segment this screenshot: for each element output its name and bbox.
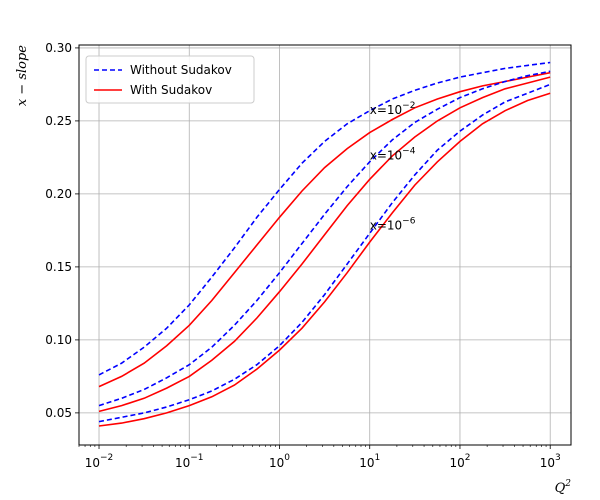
x-tick-base: 10 [175,456,190,470]
x-axis-title: Q2 [555,479,572,496]
curve-annotation: x=10−2 [370,101,416,117]
y-tick-label: 0.05 [45,406,72,420]
annotation-prefix: x=10 [370,103,402,117]
x-tick-exp: 1 [375,453,381,463]
x-tick-base: 10 [85,456,100,470]
x-axis-title-sup: 2 [564,479,571,489]
annotation-exp: −6 [402,217,416,227]
annotation-prefix: x=10 [370,148,402,162]
legend: Without Sudakov With Sudakov [85,55,255,104]
x-tick-label: 10−1 [175,453,204,470]
x-tick-label: 102 [449,453,470,470]
x-tick-base: 10 [540,456,555,470]
series-group [98,61,551,427]
plot-frame [78,44,572,446]
x-tick-label: 10−2 [85,453,114,470]
x-tick-label: 101 [359,453,380,470]
x-tick-label: 103 [540,453,561,470]
x-tick-base: 10 [449,456,464,470]
y-tick-label: 0.25 [45,114,72,128]
series-line-with-sudakov-3 [98,76,551,413]
x-axis: 10−2 10−1 100 101 102 103 [78,445,561,470]
x-tick-label: 100 [269,453,290,470]
series-line-without-sudakov-4 [98,83,551,423]
legend-box [85,55,255,104]
y-tick-label: 0.10 [45,333,72,347]
x-tick-exp: 2 [465,453,471,463]
y-tick-label: 0.15 [45,260,72,274]
x-tick-base: 10 [269,456,284,470]
y-tick-label: 0.20 [45,187,72,201]
x-axis-title-base: Q [555,481,566,496]
curve-annotation: x=10−4 [370,146,416,162]
curve-annotation: x=10−6 [370,217,416,233]
y-axis-title: x − slope [15,45,30,106]
legend-label: With Sudakov [130,83,212,97]
annotations: x=10−2x=10−4x=10−6 [370,101,416,232]
x-tick-exp: −1 [190,453,203,463]
series-line-with-sudakov-5 [98,92,551,427]
annotation-exp: −2 [402,101,415,111]
y-tick-label: 0.30 [45,41,72,55]
y-axis: 0.05 0.10 0.15 0.20 0.25 0.30 [45,41,79,420]
x-tick-exp: −2 [100,453,113,463]
annotation-prefix: x=10 [370,219,402,233]
series-line-with-sudakov-1 [98,71,551,388]
legend-label: Without Sudakov [130,63,232,77]
x-tick-exp: 0 [284,453,290,463]
x-tick-base: 10 [359,456,374,470]
annotation-exp: −4 [402,146,416,156]
x-tick-exp: 3 [555,453,561,463]
series-line-without-sudakov-2 [98,70,551,407]
